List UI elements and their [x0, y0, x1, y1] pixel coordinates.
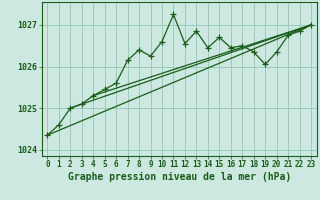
X-axis label: Graphe pression niveau de la mer (hPa): Graphe pression niveau de la mer (hPa) [68, 172, 291, 182]
